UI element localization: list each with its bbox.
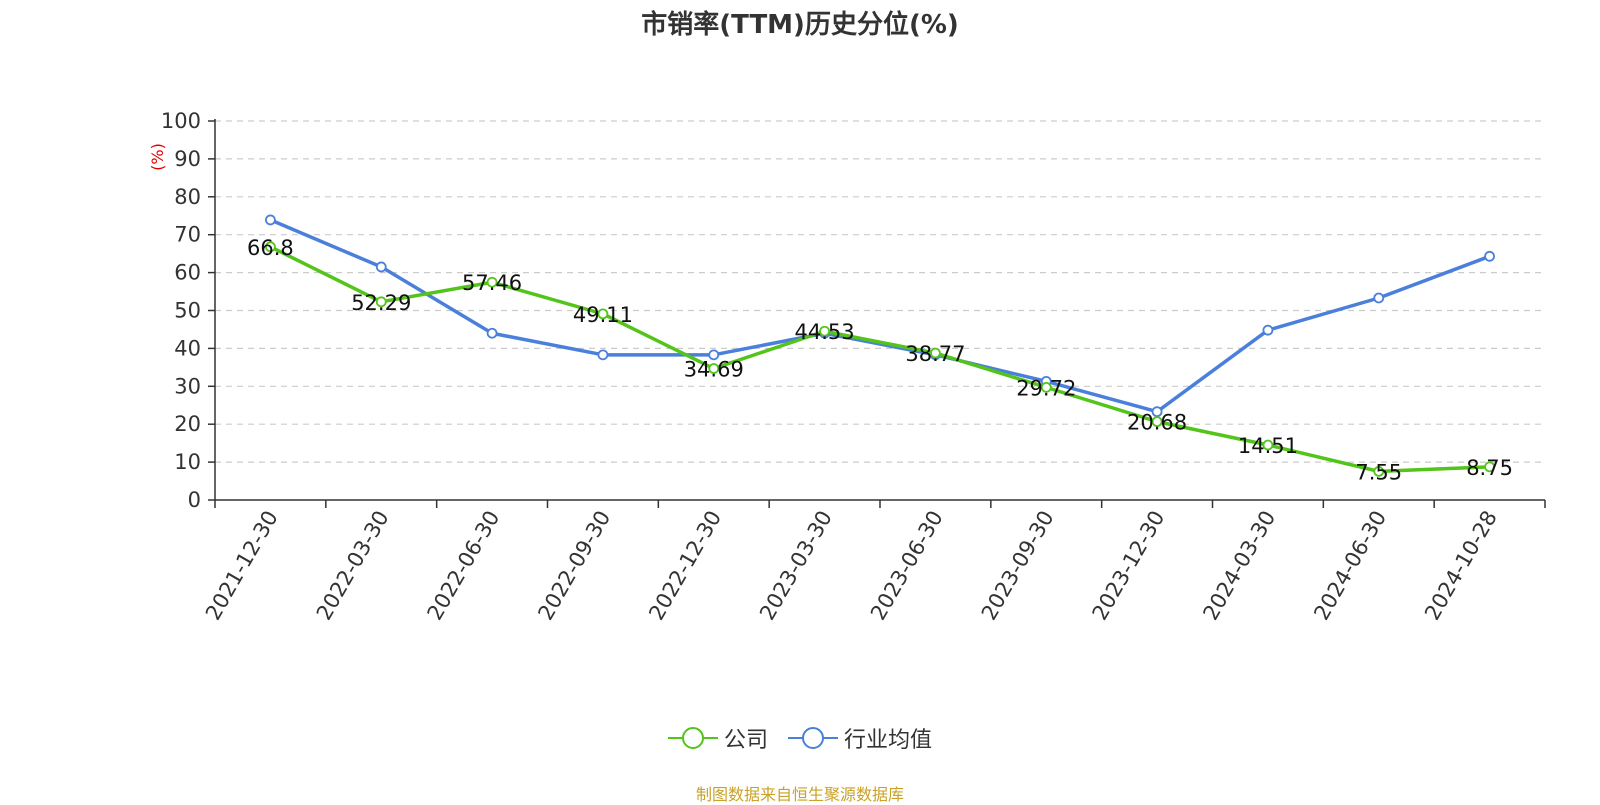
data-point (1484, 250, 1495, 262)
data-point (708, 363, 720, 374)
data-point (486, 327, 498, 339)
y-axis-label: (%) (148, 143, 167, 171)
legend-swatch (788, 727, 838, 749)
data-point (375, 261, 387, 273)
grid-layer (215, 120, 1545, 463)
data-label: 7.55 (1355, 460, 1402, 484)
data-label: 49.11 (573, 303, 633, 327)
legend-swatch (667, 727, 718, 749)
data-label: 14.51 (1238, 434, 1298, 458)
data-point (1262, 439, 1274, 451)
data-label: 57.46 (462, 271, 522, 295)
y-tick-label: 20 (174, 412, 201, 436)
data-label: 66.8 (247, 236, 294, 260)
y-tick-label: 40 (174, 336, 201, 360)
data-point (265, 214, 276, 226)
y-tick-label: 10 (174, 450, 201, 474)
data-label-layer: 66.8 52.29 57.46 49.11 34.69 44.53 38.77 29.72 2… (247, 236, 1513, 485)
x-tick-label: 2022-03-30 (312, 507, 394, 625)
data-point (597, 308, 609, 320)
x-tick-label: 2023-12-30 (1088, 507, 1170, 625)
axis-layer: 0 10 20 30 40 50 60 70 80 90 100 (%) 2021-12-30 2022-… (148, 109, 1546, 625)
series-layer (265, 214, 1495, 477)
data-point (1373, 465, 1385, 477)
y-tick-label: 80 (174, 185, 201, 209)
data-point (1040, 381, 1052, 393)
x-tick-label: 2024-10-28 (1420, 507, 1502, 625)
data-label: 38.77 (905, 342, 965, 366)
data-point (819, 325, 830, 337)
x-tick-label: 2022-12-30 (644, 507, 726, 625)
data-point (708, 349, 720, 361)
x-tick-label: 2024-03-30 (1198, 507, 1280, 625)
legend-item[interactable]: 公司 (667, 722, 768, 754)
x-tick-label: 2022-09-30 (533, 507, 615, 625)
y-tick-label: 60 (174, 261, 201, 285)
x-tick-label: 2024-06-30 (1309, 507, 1391, 625)
data-point (1484, 461, 1495, 473)
y-tick-label: 0 (188, 488, 201, 512)
legend-label: 行业均值 (844, 728, 933, 753)
chart-title: 市销率(TTM)历史分位(%) (641, 10, 959, 40)
data-label: 44.53 (795, 320, 855, 344)
data-point (375, 296, 387, 308)
data-label: 52.29 (351, 291, 411, 315)
y-tick-label: 70 (174, 223, 201, 247)
x-tick-label: 2023-06-30 (866, 507, 948, 625)
x-tick-label: 2023-09-30 (977, 507, 1059, 625)
data-label: 29.72 (1016, 376, 1076, 400)
y-tick-label: 50 (174, 299, 201, 323)
y-tick-label: 30 (174, 374, 201, 398)
data-label: 34.69 (684, 358, 744, 382)
source-note: 制图数据来自恒生聚源数据库 (695, 785, 904, 804)
series-line (269, 245, 1490, 474)
legend-label: 公司 (723, 728, 768, 753)
x-tick-label: 2021-12-30 (201, 507, 283, 625)
data-label: 8.75 (1466, 456, 1513, 480)
x-tick-label: 2023-03-30 (755, 507, 837, 625)
data-point (1262, 324, 1274, 336)
x-tick-label: 2022-06-30 (423, 507, 505, 625)
data-point (597, 349, 609, 361)
data-point (1151, 406, 1163, 418)
series-line (269, 218, 1491, 414)
legend-item[interactable]: 行业均值 (788, 722, 932, 754)
data-label: 20.68 (1127, 411, 1187, 435)
legend: 公司 行业均值 (0, 722, 1600, 757)
data-point (265, 241, 276, 253)
y-tick-label: 100 (161, 109, 201, 133)
y-tick-label: 90 (174, 147, 201, 171)
data-point (1151, 416, 1163, 428)
data-point (930, 347, 941, 359)
data-point (486, 276, 498, 288)
data-point (1373, 292, 1385, 304)
